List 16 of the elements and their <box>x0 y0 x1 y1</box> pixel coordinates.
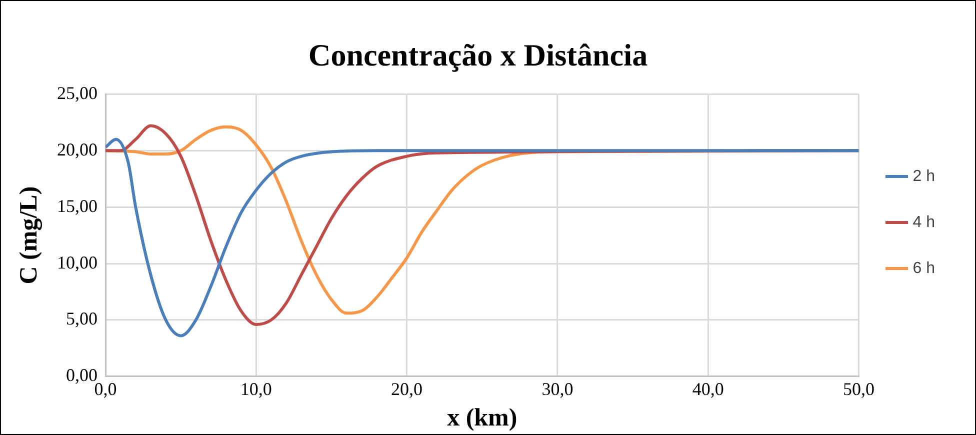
y-tick-label: 25,00 <box>57 82 98 103</box>
x-tick-label: 30,0 <box>542 378 574 399</box>
y-tick-label: 10,00 <box>57 252 98 272</box>
y-tick-label: 15,00 <box>57 196 98 216</box>
legend-label: 4 h <box>912 214 936 231</box>
y-tick-label: 5,00 <box>66 308 98 329</box>
x-tick-label: 10,0 <box>240 378 272 399</box>
y-tick-label: 20,00 <box>57 139 98 160</box>
legend-label: 6 h <box>912 260 936 277</box>
x-tick-label: 20,0 <box>391 378 423 399</box>
x-tick-label: 40,0 <box>692 378 724 399</box>
legend-label: 2 h <box>912 168 936 185</box>
chart-title: Concentração x Distância <box>308 38 648 73</box>
y-axis-title: C (mg/L) <box>15 186 42 284</box>
x-tick-label: 50,0 <box>843 378 875 399</box>
x-axis-title: x (km) <box>447 404 518 432</box>
